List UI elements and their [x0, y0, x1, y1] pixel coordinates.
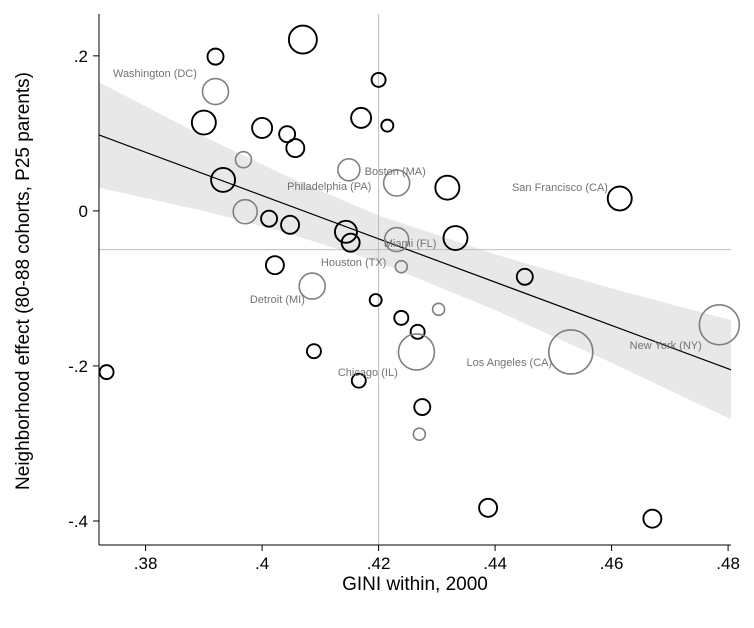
- data-point-circle: [298, 272, 326, 300]
- city-label: Chicago (IL): [338, 367, 398, 379]
- city-label: Miami (FL): [384, 238, 437, 250]
- data-point-circle: [287, 24, 318, 55]
- data-point-circle: [642, 508, 663, 529]
- regression-line: [98, 134, 732, 371]
- y-tick-label: .2: [74, 47, 88, 66]
- data-point-circle: [409, 323, 426, 340]
- city-label: Boston (MA): [365, 166, 426, 178]
- data-point-circle: [350, 106, 373, 129]
- city-label: New York (NY): [630, 340, 702, 352]
- city-label: Detroit (MI): [250, 294, 305, 306]
- data-point-circle: [394, 259, 409, 274]
- x-tick-label: .4: [255, 554, 269, 573]
- data-point-circle: [383, 226, 410, 253]
- data-point-circle: [234, 150, 253, 169]
- data-point-circle: [337, 158, 361, 182]
- confidence-band: [99, 82, 731, 420]
- data-point-circle: [232, 198, 259, 225]
- data-point-circle: [397, 333, 436, 371]
- data-point-circle: [278, 125, 297, 144]
- data-point-circle: [606, 185, 633, 212]
- data-point-circle: [698, 304, 741, 346]
- data-point-circle: [280, 214, 301, 235]
- data-point-circle: [201, 77, 230, 106]
- data-point-circle: [515, 267, 534, 286]
- data-point-circle: [334, 219, 358, 244]
- data-point-circle: [434, 174, 461, 201]
- data-point-circle: [412, 427, 427, 441]
- y-tick-label: -.4: [68, 512, 88, 531]
- data-point-circle: [478, 497, 499, 518]
- x-tick-label: .38: [134, 554, 158, 573]
- data-point-circle: [368, 293, 383, 307]
- data-point-circle: [260, 209, 279, 228]
- x-tick-label: .44: [483, 554, 507, 573]
- y-tick-label: 0: [79, 202, 88, 221]
- data-point-circle: [382, 169, 411, 197]
- data-point-circle: [548, 329, 594, 375]
- data-point-circle: [206, 47, 225, 66]
- x-axis-title: GINI within, 2000: [342, 574, 488, 595]
- data-point-circle: [98, 364, 115, 381]
- data-point-circle: [413, 398, 432, 416]
- data-point-circle: [431, 302, 446, 317]
- data-point-circle: [190, 109, 217, 136]
- data-point-circle: [210, 166, 237, 193]
- data-point-circle: [370, 71, 387, 88]
- data-point-circle: [305, 343, 322, 360]
- city-label: Los Angeles (CA): [467, 357, 553, 369]
- city-label: Philadelphia (PA): [287, 181, 371, 193]
- x-tick-label: .42: [367, 554, 391, 573]
- city-label: Washington (DC): [113, 68, 197, 80]
- city-label: San Francisco (CA): [512, 182, 608, 194]
- data-point-circle: [380, 118, 395, 133]
- data-point-circle: [393, 309, 410, 326]
- data-point-circle: [350, 372, 367, 389]
- data-point-circle: [340, 232, 361, 253]
- x-tick-label: .46: [600, 554, 624, 573]
- y-axis-title: Neighborhood effect (80-88 cohorts, P25 …: [13, 72, 34, 490]
- data-point-circle: [285, 138, 306, 159]
- city-label: Houston (TX): [321, 257, 386, 269]
- data-point-circle: [442, 225, 469, 251]
- data-point-circle: [264, 255, 285, 276]
- x-tick-label: .48: [716, 554, 740, 573]
- data-point-circle: [251, 117, 274, 139]
- y-tick-label: -.2: [68, 357, 88, 376]
